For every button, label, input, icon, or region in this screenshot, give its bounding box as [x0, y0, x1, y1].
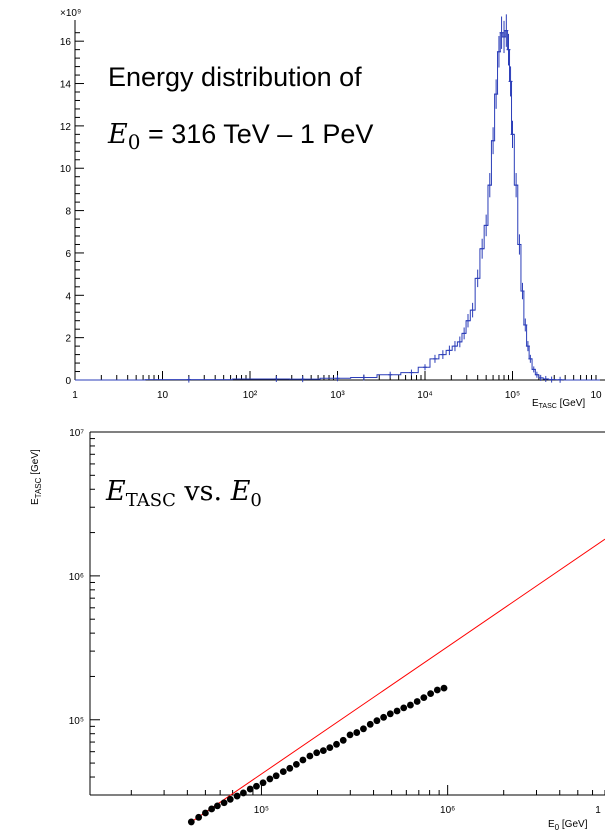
scatter-title-sym2: E	[230, 476, 251, 507]
histogram-title-sym-sub: 0	[128, 130, 141, 154]
scatter-point	[259, 779, 267, 787]
scatter-point	[272, 772, 280, 780]
scatter-x-axis-title: E0 [GeV]	[548, 819, 588, 831]
scatter-point	[440, 684, 448, 692]
histogram-x-tick-label: 10	[590, 390, 602, 401]
histogram-y-ticks: 0 2 4 6 8 10 12 14 16	[60, 32, 84, 387]
scatter-point	[326, 744, 334, 752]
scatter-point	[413, 698, 421, 705]
histogram-title-sym: E	[107, 119, 128, 150]
scatter-point	[386, 710, 394, 718]
scatter-point	[420, 694, 428, 702]
histogram-x-tick-label: 1	[72, 390, 78, 401]
histogram-y-tick-label: 14	[60, 80, 72, 91]
histogram-y-tick-label: 4	[65, 291, 71, 302]
histogram-y-tick-label: 16	[60, 37, 72, 48]
scatter-point	[187, 818, 195, 826]
scatter-y-axis-unit: [GeV]	[30, 449, 41, 478]
scatter-points	[187, 684, 448, 826]
scatter-x-axis-unit: [GeV]	[559, 819, 588, 830]
scatter-point	[380, 713, 388, 721]
scatter-y-axis-symbol: E	[30, 498, 41, 505]
scatter-y-tick-label: 10⁶	[69, 572, 84, 583]
scatter-point	[319, 747, 327, 755]
scatter-title-vs: vs.	[176, 476, 231, 507]
scatter-y-axis-subscript: TASC	[34, 477, 43, 498]
histogram-y-tick-label: 2	[65, 334, 71, 345]
scatter-point	[214, 802, 221, 810]
scatter-point	[292, 760, 300, 768]
scatter-point	[313, 749, 321, 757]
scatter-x-axis-subscript: 0	[555, 823, 560, 831]
scatter-point	[407, 701, 414, 709]
scatter-title-sub2: 0	[250, 490, 261, 511]
scatter-point	[233, 792, 241, 800]
scatter-y-axis-title: ETASC [GeV]	[30, 449, 43, 505]
scatter-title: ETASC vs. E0	[105, 476, 262, 511]
scatter-y-tick-label: 10⁵	[69, 716, 84, 727]
scatter-x-ticks: 10⁵ 10⁶ 1	[130, 785, 605, 816]
scatter-point	[240, 789, 247, 797]
scatter-point	[333, 740, 340, 748]
scatter-fit-line	[191, 538, 605, 823]
histogram-title-line2: E0 = 316 TeV – 1 PeV	[107, 119, 373, 154]
scatter-point	[393, 707, 401, 715]
scatter-point	[433, 686, 441, 694]
scatter-point	[360, 725, 367, 733]
scatter-point	[339, 736, 347, 744]
scatter-title-sub1: TASC	[126, 490, 176, 511]
scatter-point	[226, 795, 234, 803]
scatter-x-axis-symbol: E	[548, 819, 555, 830]
scatter-point	[220, 799, 228, 807]
histogram-y-tick-label: 0	[65, 376, 71, 387]
histogram-y-tick-label: 6	[65, 249, 71, 260]
scatter-point	[286, 764, 294, 772]
scatter-point	[246, 785, 254, 793]
scatter-point	[400, 704, 408, 712]
scatter-point	[427, 690, 435, 698]
histogram-x-axis-unit: [GeV]	[557, 398, 586, 409]
scatter-y-tick-label: 10⁷	[69, 428, 84, 439]
histogram-x-axis-subscript: TASC	[539, 403, 557, 410]
histogram-x-tick-label: 10	[157, 390, 169, 401]
histogram-y-tick-label: 10	[60, 164, 72, 175]
scatter-point	[299, 756, 307, 764]
scatter-point	[366, 720, 374, 728]
scatter-point	[279, 768, 287, 776]
scatter-point	[253, 782, 260, 790]
scatter-x-tick-label: 1	[595, 805, 601, 816]
histogram-title-line1: Energy distribution of	[108, 62, 362, 92]
scatter-point	[202, 809, 209, 817]
scatter-title-sym1: E	[105, 476, 126, 507]
histogram-x-tick-label: 10⁵	[505, 390, 520, 401]
histogram-y-tick-label: 12	[60, 122, 72, 133]
histogram-title-range: = 316 TeV – 1 PeV	[140, 119, 373, 149]
scatter-y-ticks: 10⁵ 10⁶ 10⁷	[69, 428, 100, 796]
scatter-point	[208, 805, 216, 813]
scatter-x-tick-label: 10⁶	[440, 805, 455, 816]
histogram-x-tick-label: 10³	[330, 390, 345, 401]
histogram-y-multiplier: ×10⁹	[60, 8, 81, 19]
histogram-error-bars	[186, 14, 563, 383]
histogram-x-tick-label: 10⁴	[417, 390, 432, 401]
scatter-point	[266, 775, 274, 783]
scatter-point	[353, 729, 361, 736]
scatter-point	[373, 717, 381, 725]
scatter-point	[346, 731, 354, 739]
histogram-x-axis-title: ETASC [GeV]	[532, 398, 585, 410]
histogram-x-tick-label: 10²	[243, 390, 258, 401]
scatter-point	[195, 813, 203, 821]
scatter-x-tick-label: 10⁵	[254, 805, 269, 816]
histogram-x-axis-symbol: E	[532, 398, 539, 409]
scatter-point	[306, 752, 314, 760]
histogram-y-tick-label: 8	[65, 207, 71, 218]
